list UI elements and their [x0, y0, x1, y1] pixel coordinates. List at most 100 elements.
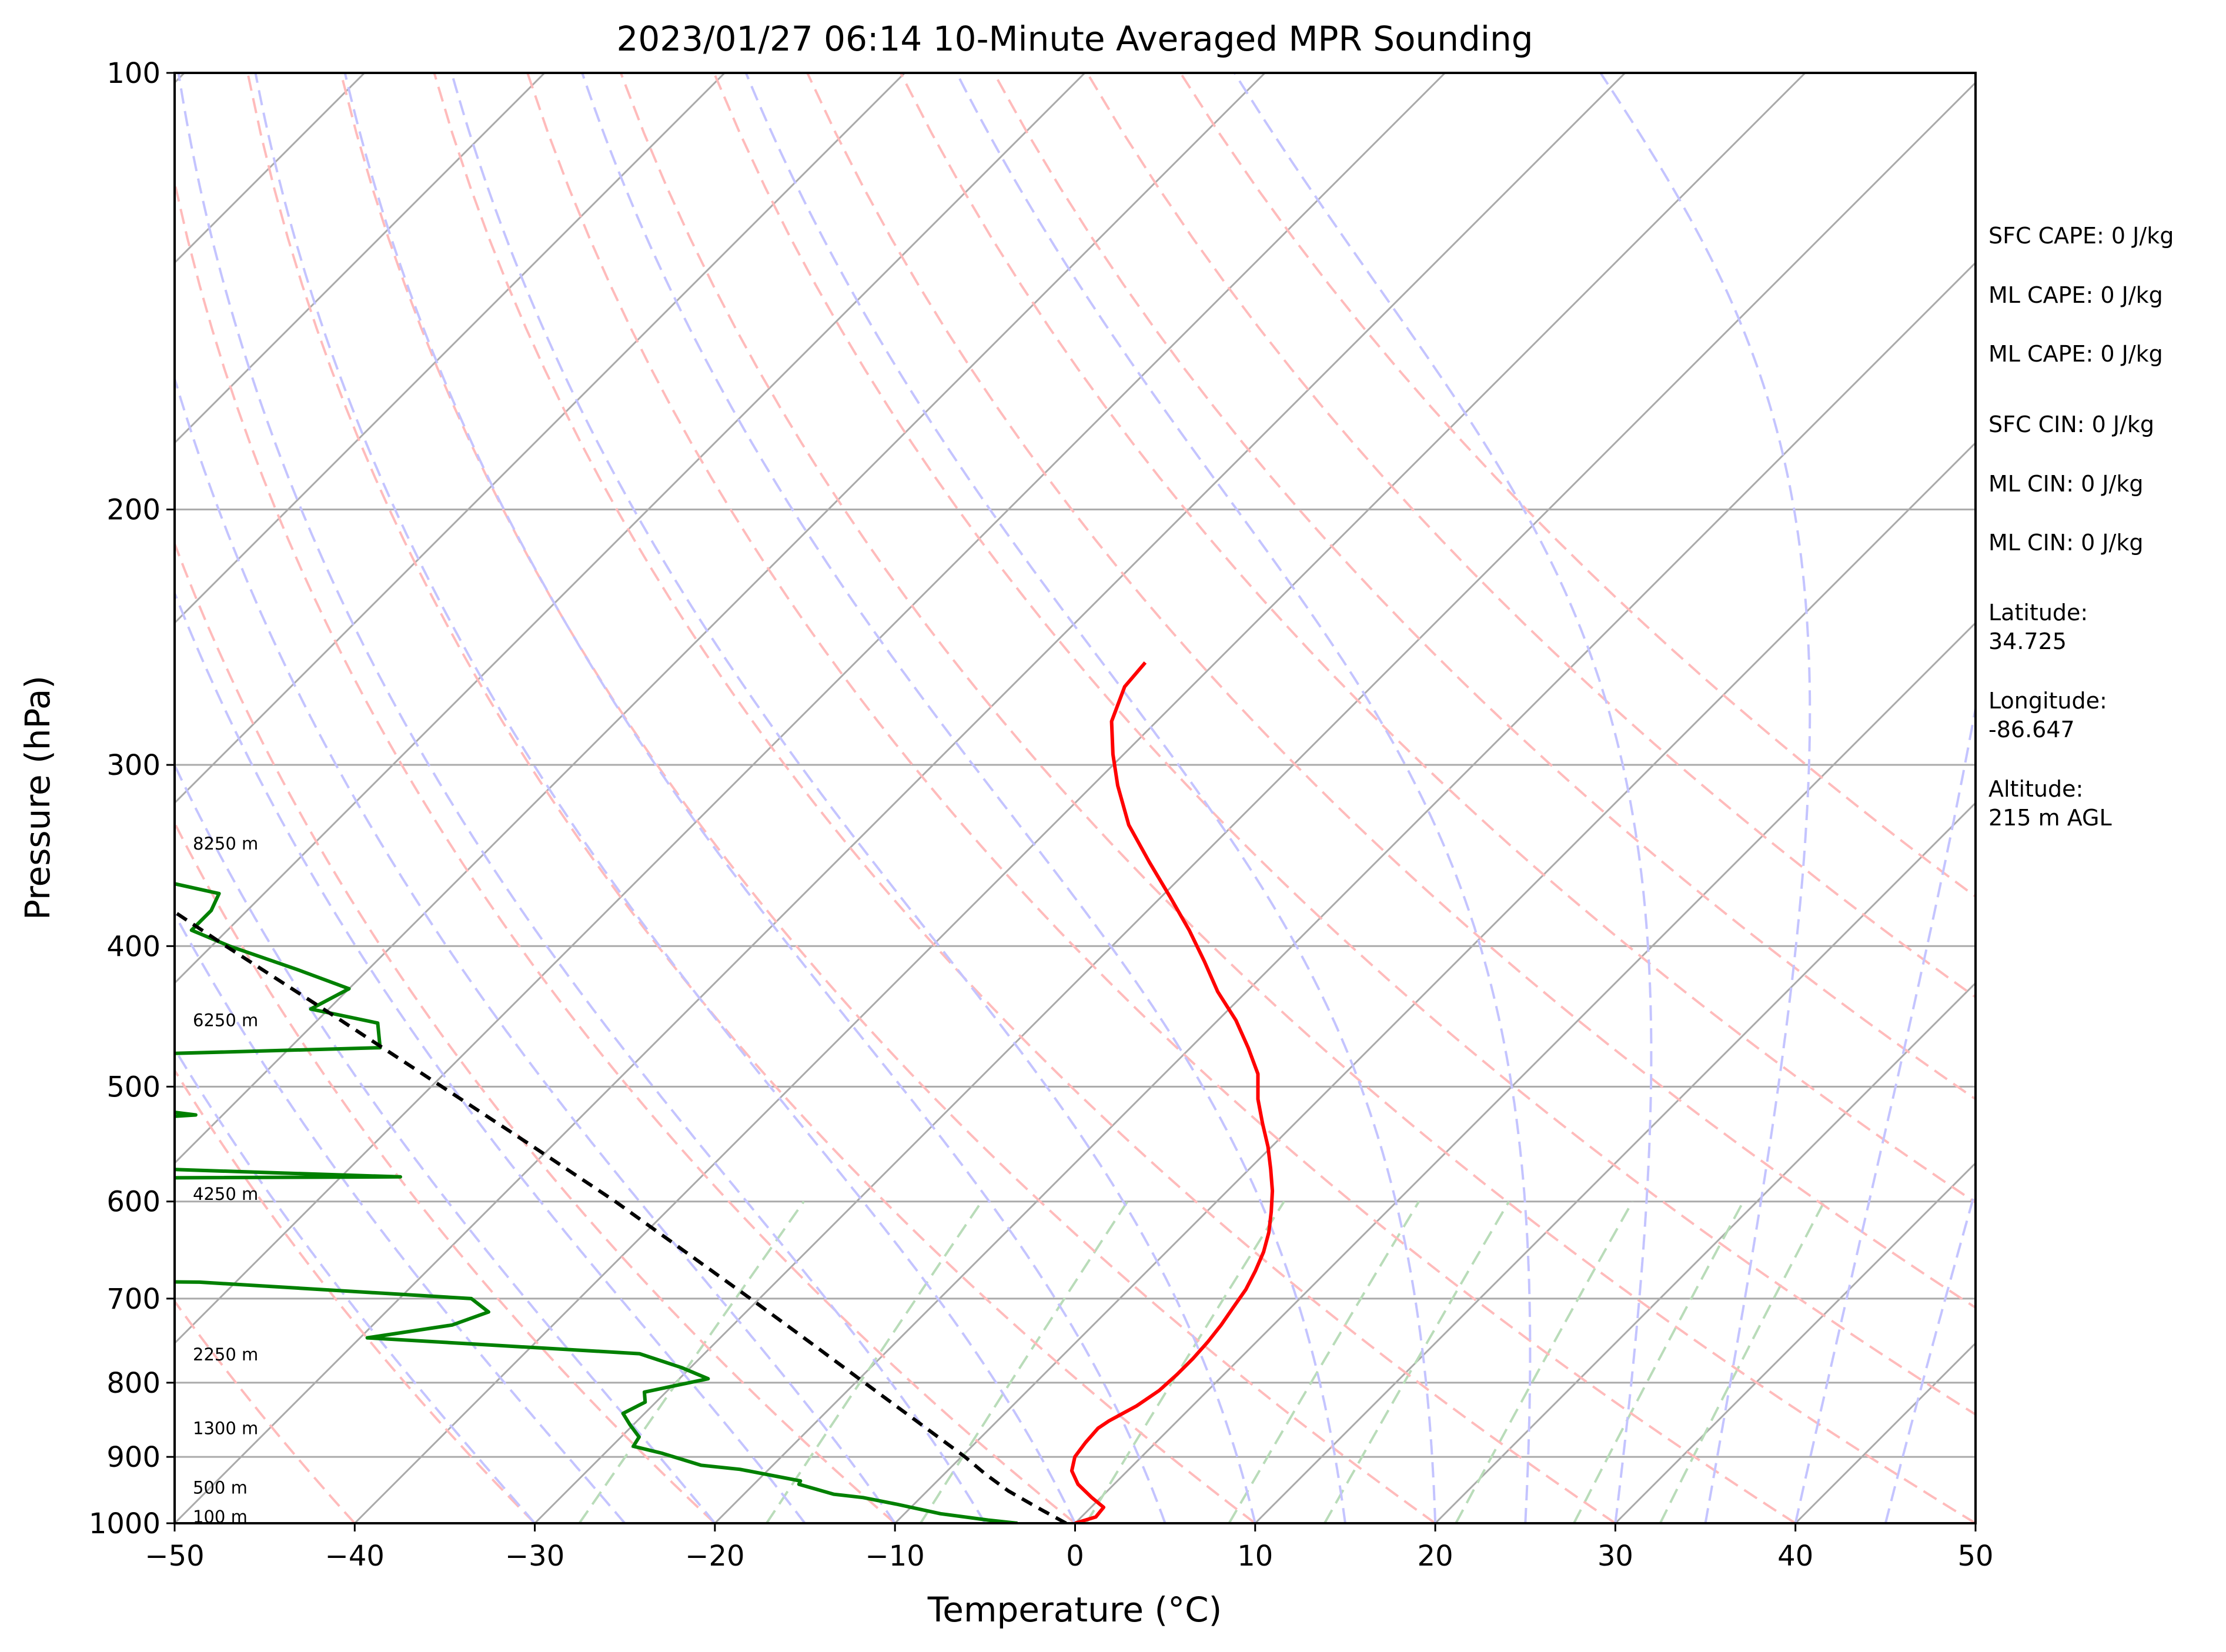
dry-adiabat	[526, 73, 1796, 1523]
mixing-ratio-line	[766, 1200, 983, 1523]
y-axis-label: Pressure (hPa)	[18, 675, 58, 920]
moist-adiabat	[1794, 701, 1976, 1523]
height-label: 6250 m	[193, 1010, 258, 1030]
y-tick-label: 400	[106, 930, 161, 963]
height-label: 8250 m	[193, 834, 258, 854]
x-tick-label: −40	[325, 1540, 385, 1573]
isotherm-line	[894, 442, 1976, 1523]
moist-adiabat	[1884, 1186, 1976, 1523]
moist-adiabat	[450, 73, 1256, 1523]
dry-adiabat	[175, 820, 716, 1523]
height-label: 100 m	[193, 1507, 248, 1527]
isotherm-grid	[0, 73, 1976, 1523]
isotherm-line	[175, 73, 726, 624]
moist-adiabat	[1599, 73, 1811, 1523]
y-tick-label: 600	[106, 1186, 161, 1219]
y-tick-label: 500	[106, 1071, 161, 1103]
info-panel: SFC CAPE: 0 J/kg ML CAPE: 0 J/kg ML CAPE…	[1988, 223, 2174, 831]
mixing-ratio-line	[1659, 1200, 1826, 1523]
dry-adiabat	[992, 73, 1976, 1101]
mixing-ratio-line	[1323, 1200, 1510, 1523]
x-axis-label: Temperature (°C)	[927, 1590, 1222, 1630]
parcel-line	[175, 909, 1067, 1523]
mixing-ratio-line	[578, 1200, 805, 1523]
moist-adiabat	[1234, 73, 1653, 1523]
mixing-ratio-line	[1228, 1200, 1421, 1523]
mixing-ratio-line	[1085, 1200, 1285, 1523]
dry-adiabat	[246, 73, 1256, 1523]
isotherm-line	[354, 73, 1806, 1523]
y-tick-label: 100	[106, 57, 161, 90]
mixing-ratio-line	[1455, 1200, 1634, 1523]
isotherm-line	[0, 73, 4, 1523]
isotherm-line	[1435, 981, 1976, 1523]
x-tick-label: 0	[1066, 1540, 1084, 1573]
moist-adiabat	[254, 73, 1077, 1523]
longitude-label: Longitude:	[1988, 688, 2107, 714]
dry-adiabat	[1179, 73, 1976, 898]
moist-adiabat	[955, 73, 1532, 1523]
x-tick-label: 50	[1957, 1540, 1993, 1573]
y-tick-label: 200	[106, 494, 161, 527]
moist-adiabat	[175, 911, 626, 1523]
mixing-ratio-line	[1573, 1200, 1744, 1523]
isotherm-line	[175, 73, 546, 444]
dry-adiabat	[806, 73, 1976, 1309]
latitude-label: Latitude:	[1988, 600, 2088, 626]
height-label: 1300 m	[193, 1418, 258, 1438]
moist-adiabat	[343, 73, 1167, 1523]
dry-adiabat	[619, 73, 1976, 1523]
isotherm-line	[1615, 1162, 1976, 1523]
x-tick-label: 10	[1237, 1540, 1273, 1573]
isotherm-line	[1254, 801, 1976, 1523]
y-tick-label: 900	[106, 1441, 161, 1474]
dry-adiabat	[339, 73, 1436, 1523]
chart-title: 2023/01/27 06:14 10-Minute Averaged MPR …	[616, 19, 1533, 59]
latitude-value: 34.725	[1988, 628, 2067, 654]
isotherm-line	[714, 261, 1976, 1523]
x-axis-ticks: −50 −40 −30 −20 −10 0 10 20 30 40 50	[145, 1523, 1994, 1573]
moist-adiabat	[175, 590, 806, 1523]
y-axis-ticks: 1000 900 800 700 600 500 400 300 200 100	[89, 57, 175, 1540]
height-labels: 100 m 500 m 1300 m 2250 m 4250 m 6250 m 8250 m	[193, 834, 258, 1527]
isotherm-line	[175, 73, 1446, 1345]
y-tick-label: 700	[106, 1283, 161, 1316]
dry-adiabat	[433, 73, 1616, 1523]
mixing-ratio-line	[919, 1200, 1129, 1523]
height-label: 4250 m	[193, 1184, 258, 1204]
y-tick-label: 1000	[89, 1507, 161, 1540]
x-tick-label: −10	[865, 1540, 925, 1573]
dry-adiabat	[1086, 73, 1976, 999]
altitude-value: 215 m AGL	[1988, 805, 2112, 831]
dry-adiabat-lines	[175, 73, 1976, 1523]
dry-adiabat	[713, 73, 1976, 1416]
plot-frame	[173, 72, 1977, 1524]
dry-adiabat	[175, 176, 1076, 1523]
isotherm-line	[175, 73, 1086, 985]
moist-adiabat	[177, 73, 987, 1523]
sfc-cin-text: SFC CIN: 0 J/kg	[1988, 412, 2154, 437]
height-label: 500 m	[193, 1477, 248, 1497]
x-tick-label: 30	[1597, 1540, 1633, 1573]
x-tick-label: −20	[685, 1540, 744, 1573]
moist-adiabat	[581, 73, 1346, 1523]
dewpoint-line	[175, 882, 1018, 1523]
isotherm-line	[534, 81, 1976, 1523]
isobar-grid	[175, 73, 1976, 1523]
ml-cape-text: ML CAPE: 0 J/kg	[1988, 282, 2163, 308]
dry-adiabat	[175, 1068, 536, 1523]
moist-adiabat	[744, 73, 1437, 1523]
plot-area	[0, 73, 1976, 1523]
dry-adiabat	[175, 540, 896, 1523]
y-tick-label: 300	[106, 749, 161, 782]
x-tick-label: −50	[145, 1540, 204, 1573]
sfc-cape-text: SFC CAPE: 0 J/kg	[1988, 223, 2174, 249]
moist-adiabat	[175, 762, 716, 1523]
ml-cape-text-2: ML CAPE: 0 J/kg	[1988, 341, 2163, 367]
moist-adiabat	[175, 374, 896, 1523]
isotherm-line	[175, 73, 1266, 1165]
longitude-value: -86.647	[1988, 717, 2075, 743]
sounding-series	[175, 661, 1275, 1523]
isotherm-line	[175, 73, 1626, 1523]
